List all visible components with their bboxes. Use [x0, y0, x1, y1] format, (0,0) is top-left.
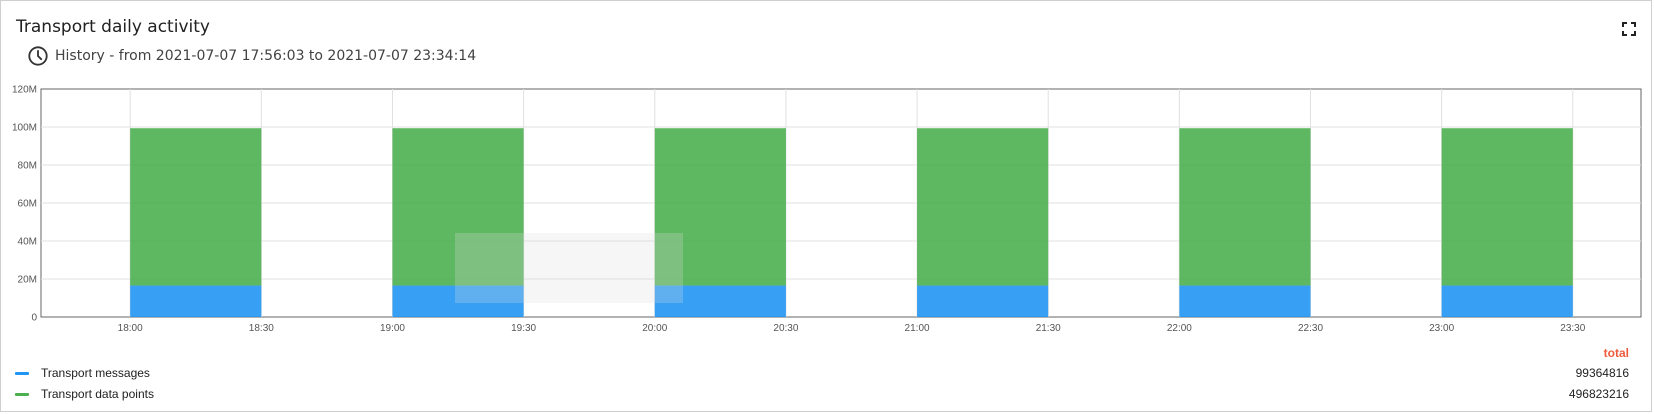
x-tick-label: 22:00	[1167, 323, 1192, 334]
widget-title: Transport daily activity	[16, 17, 210, 37]
x-tick-label: 18:30	[249, 323, 274, 334]
bar-transport-data-points	[917, 128, 1049, 286]
bar-transport-messages	[1441, 285, 1573, 317]
x-tick-label: 20:30	[773, 323, 798, 334]
x-tick-label: 18:00	[118, 323, 143, 334]
bar-transport-data-points	[654, 128, 786, 286]
x-tick-label: 21:30	[1036, 323, 1061, 334]
legend-total-header: total	[1603, 346, 1629, 360]
y-tick-label: 120M	[12, 85, 37, 96]
x-tick-label: 21:00	[905, 323, 930, 334]
legend-swatch-green	[15, 392, 29, 396]
x-tick-label: 19:00	[380, 323, 405, 334]
y-tick-label: 40M	[18, 237, 37, 248]
x-tick-label: 23:00	[1429, 323, 1454, 334]
y-tick-label: 20M	[18, 275, 37, 286]
bar-transport-messages	[1179, 285, 1311, 317]
legend-label: Transport data points	[41, 387, 154, 401]
bar-transport-messages	[130, 285, 262, 317]
legend-label: Transport messages	[41, 366, 150, 380]
y-tick-label: 60M	[18, 199, 37, 210]
legend-item-transport-messages[interactable]: Transport messages	[15, 366, 150, 380]
x-tick-label: 23:30	[1560, 323, 1585, 334]
y-tick-label: 0	[31, 313, 37, 324]
stacked-bar-chart: 0 20M 40M 60M 80M 100M 120M 18:00 18:30 19:00 19:3…	[12, 85, 1642, 334]
y-tick-label: 100M	[12, 123, 37, 134]
y-tick-label: 80M	[18, 161, 37, 172]
bar-transport-data-points	[1179, 128, 1311, 286]
legend-total-data-points: 496823216	[1568, 387, 1629, 401]
legend-total-messages: 99364816	[1575, 366, 1629, 380]
x-tick-label: 19:30	[511, 323, 536, 334]
bar-transport-data-points	[130, 128, 262, 286]
bar-transport-data-points	[1441, 128, 1573, 286]
bar-transport-messages	[392, 285, 524, 317]
x-tick-label: 22:30	[1298, 323, 1323, 334]
bar-transport-data-points	[392, 128, 524, 286]
clock-icon	[28, 46, 48, 66]
legend-item-transport-data-points[interactable]: Transport data points	[15, 387, 154, 401]
tooltip-ghost	[455, 233, 683, 303]
x-tick-label: 20:00	[642, 323, 667, 334]
history-subtitle: History - from 2021-07-07 17:56:03 to 20…	[55, 48, 477, 64]
bar-transport-messages	[917, 285, 1049, 317]
bar-transport-messages	[654, 285, 786, 317]
history-range: History - from 2021-07-07 17:56:03 to 20…	[27, 45, 476, 67]
legend-swatch-blue	[15, 371, 29, 375]
fullscreen-icon[interactable]	[1621, 21, 1637, 37]
